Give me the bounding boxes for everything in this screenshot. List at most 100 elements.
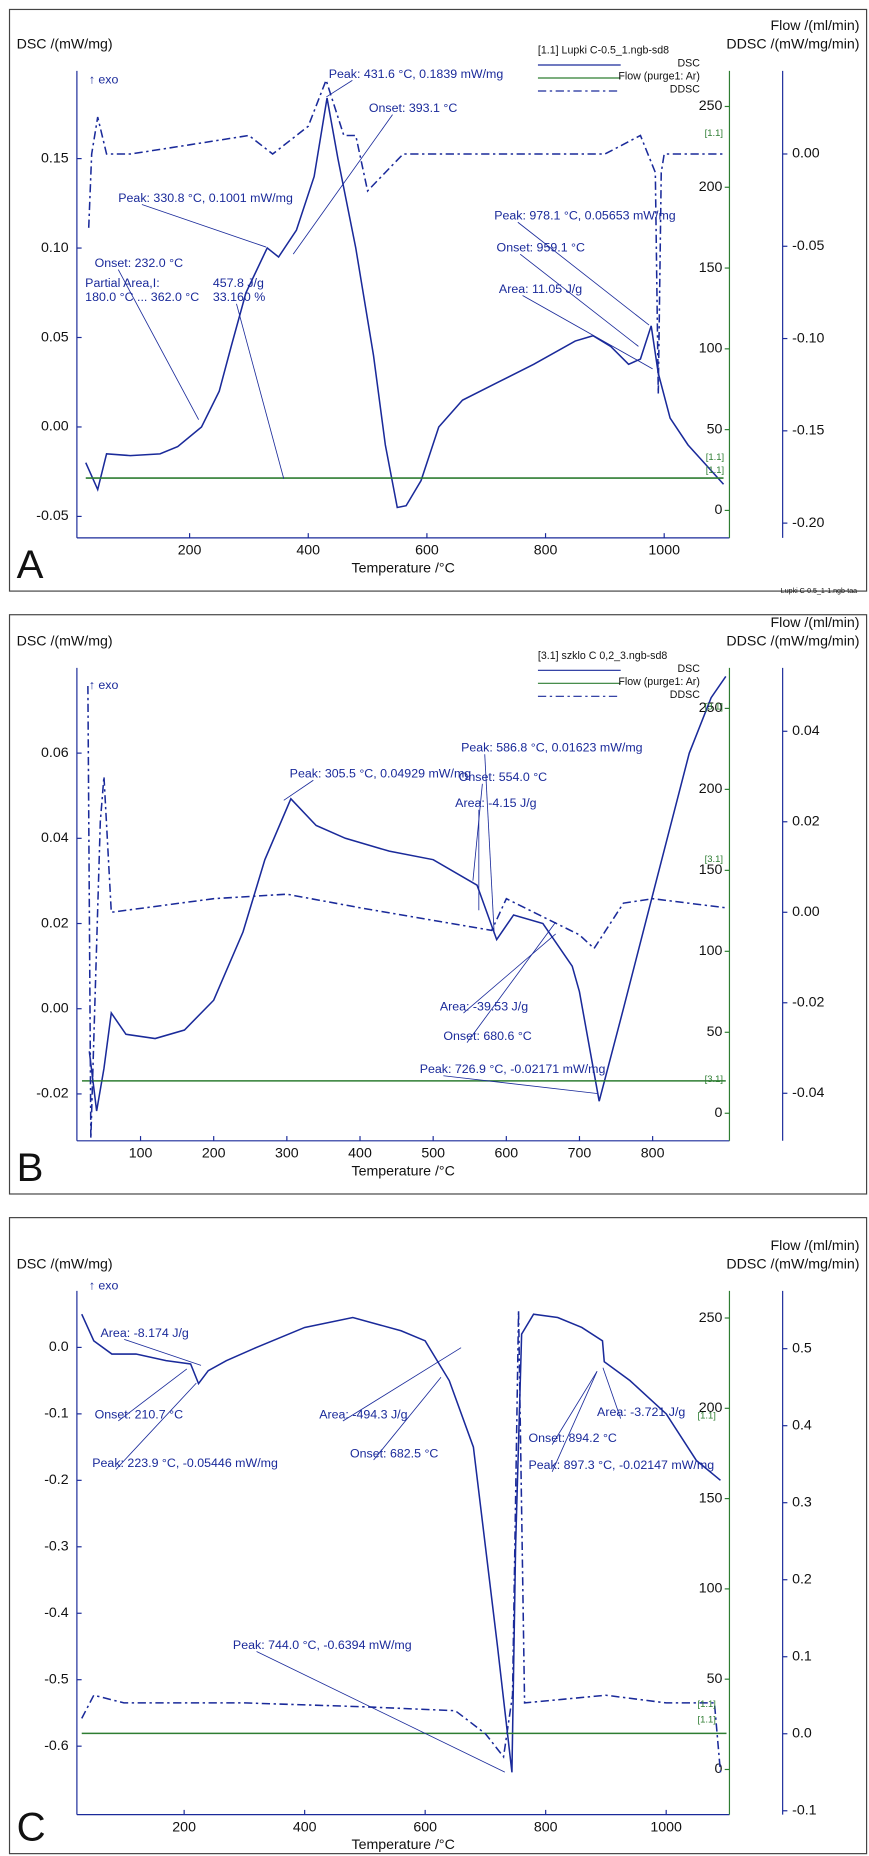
y2-axis-title: Flow /(ml/min) (771, 615, 860, 631)
leader-line (326, 80, 353, 98)
annotation: Peak: 897.3 °C, -0.02147 mW/mg (528, 1458, 714, 1472)
legend-label: DDSC (670, 84, 700, 96)
series-line (81, 1313, 721, 1773)
y3-tick-label: -0.05 (792, 238, 824, 254)
annotation: Peak: 726.9 °C, -0.02171 mW/mg (420, 1062, 606, 1076)
y3-tick-label: 0.04 (792, 723, 820, 739)
curve-tag: [1.1] (698, 1699, 716, 1710)
x-axis-title: Temperature /°C (352, 1837, 455, 1853)
leader-line (522, 295, 653, 370)
x-tick-label: 400 (296, 543, 320, 559)
y3-tick-label: 0.5 (792, 1340, 812, 1356)
x-tick-label: 400 (293, 1819, 317, 1835)
curve-tag: [3.1] (705, 701, 723, 712)
annotation: Area: 11.05 J/g (499, 282, 582, 296)
y3-tick-label: 0.00 (792, 904, 820, 920)
curve-tag: [1.1] (705, 128, 723, 139)
leader-line (115, 1382, 197, 1470)
annotation: Onset: 393.1 °C (369, 101, 457, 115)
legend-label: Flow (purge1: Ar) (618, 676, 700, 688)
y3-axis-title: DDSC /(mW/mg/min) (726, 1257, 859, 1273)
y2-tick-label: 0 (714, 1105, 722, 1121)
annotation: Peak: 586.8 °C, 0.01623 mW/mg (461, 741, 643, 755)
x-tick-label: 600 (415, 543, 439, 559)
annotation: Onset: 894.2 °C (528, 1431, 616, 1445)
y-tick-label: 0.00 (41, 419, 69, 435)
leader-line (463, 933, 556, 1014)
x-tick-label: 1000 (648, 543, 680, 559)
leader-line (519, 253, 639, 347)
curve-tag: [1.1] (706, 452, 724, 463)
y-tick-label: -0.3 (44, 1539, 69, 1555)
panel-letter: A (17, 542, 44, 587)
annotation: Area: -3.721 J/g (597, 1405, 685, 1419)
y-tick-label: 0.02 (41, 915, 69, 931)
panel-letter: B (17, 1145, 44, 1190)
y3-tick-label: 0.1 (792, 1648, 812, 1664)
series-line (88, 675, 727, 1112)
y2-tick-label: 200 (699, 1400, 723, 1416)
leader-line (342, 1347, 462, 1422)
y3-tick-label: -0.02 (792, 995, 824, 1011)
annotation: Area: -8.174 J/g (101, 1326, 189, 1340)
y3-tick-label: 0.00 (792, 146, 820, 162)
y2-tick-label: 50 (707, 421, 723, 437)
annotation: ↑ exo (89, 73, 119, 87)
y2-tick-label: 100 (699, 1581, 723, 1597)
x-tick-label: 200 (172, 1819, 196, 1835)
y3-tick-label: 0.02 (792, 814, 820, 830)
y-tick-label: -0.2 (44, 1472, 69, 1488)
annotation: Onset: 232.0 °C (95, 256, 183, 270)
series-line (85, 97, 725, 509)
y-axis-title: DSC /(mW/mg) (17, 1257, 113, 1273)
y3-tick-label: -0.15 (792, 423, 824, 439)
y-tick-label: -0.02 (36, 1086, 68, 1102)
annotation: ↑ exo (89, 678, 119, 692)
x-tick-label: 800 (534, 1819, 558, 1835)
annotation: Peak: 744.0 °C, -0.6394 mW/mg (233, 1638, 412, 1652)
y2-tick-label: 0 (714, 1761, 722, 1777)
annotation: Peak: 978.1 °C, 0.05653 mW/mg (494, 209, 676, 223)
x-tick-label: 1000 (650, 1819, 682, 1835)
y3-tick-label: -0.10 (792, 330, 824, 346)
annotation: Onset: 210.7 °C (95, 1407, 183, 1421)
y-tick-label: -0.5 (44, 1671, 69, 1687)
legend-label: DDSC (670, 689, 700, 701)
leader-line (124, 1339, 202, 1366)
y3-axis-title: DDSC /(mW/mg/min) (726, 634, 859, 650)
x-tick-label: 200 (202, 1146, 226, 1162)
legend-label: Flow (purge1: Ar) (618, 71, 700, 83)
y3-tick-label: 0.2 (792, 1571, 812, 1587)
legend-title: [3.1] szklo C 0,2_3.ngb-sd8 (538, 650, 667, 662)
y2-tick-label: 200 (699, 781, 723, 797)
annotation: Peak: 305.5 °C, 0.04929 mW/mg (290, 767, 472, 781)
y-tick-label: 0.0 (49, 1339, 69, 1355)
annotation: Onset: 682.5 °C (350, 1446, 438, 1460)
y2-tick-label: 150 (699, 1490, 723, 1506)
annotation: Onset: 554.0 °C (459, 770, 547, 784)
annotation: Peak: 431.6 °C, 0.1839 mW/mg (329, 67, 504, 81)
y2-tick-label: 150 (699, 862, 723, 878)
y-tick-label: 0.05 (41, 329, 69, 345)
panel-frame (8, 1217, 868, 1855)
y3-tick-label: -0.1 (792, 1803, 817, 1819)
leader-line (292, 114, 393, 255)
curve-tag: [3.1] (705, 1074, 723, 1085)
leader-line (141, 204, 267, 248)
y-tick-label: -0.4 (44, 1605, 69, 1621)
panel: 200 400 600 800 10000.0-0.1-0.2-0.3-0.4-0.5-… (8, 1217, 868, 1855)
leader-line (283, 779, 314, 801)
annotation: Area: -4.15 J/g (455, 796, 536, 810)
y2-tick-label: 0 (714, 502, 722, 518)
leader-line (118, 1368, 188, 1422)
x-tick-label: 500 (421, 1146, 445, 1162)
y3-tick-label: 0.3 (792, 1494, 812, 1510)
panel-frame (8, 614, 868, 1195)
y3-tick-label: 0.0 (792, 1726, 812, 1742)
annotation: ↑ exo (89, 1278, 119, 1292)
leader-line (517, 221, 650, 326)
panel: 100 200 300 400 500 600 700 8000.060.040.020.00… (8, 614, 868, 1195)
annotation: 33.160 % (213, 290, 265, 304)
annotation: Partial Area,I: (85, 276, 159, 290)
annotation: Peak: 223.9 °C, -0.05446 mW/mg (92, 1456, 278, 1470)
